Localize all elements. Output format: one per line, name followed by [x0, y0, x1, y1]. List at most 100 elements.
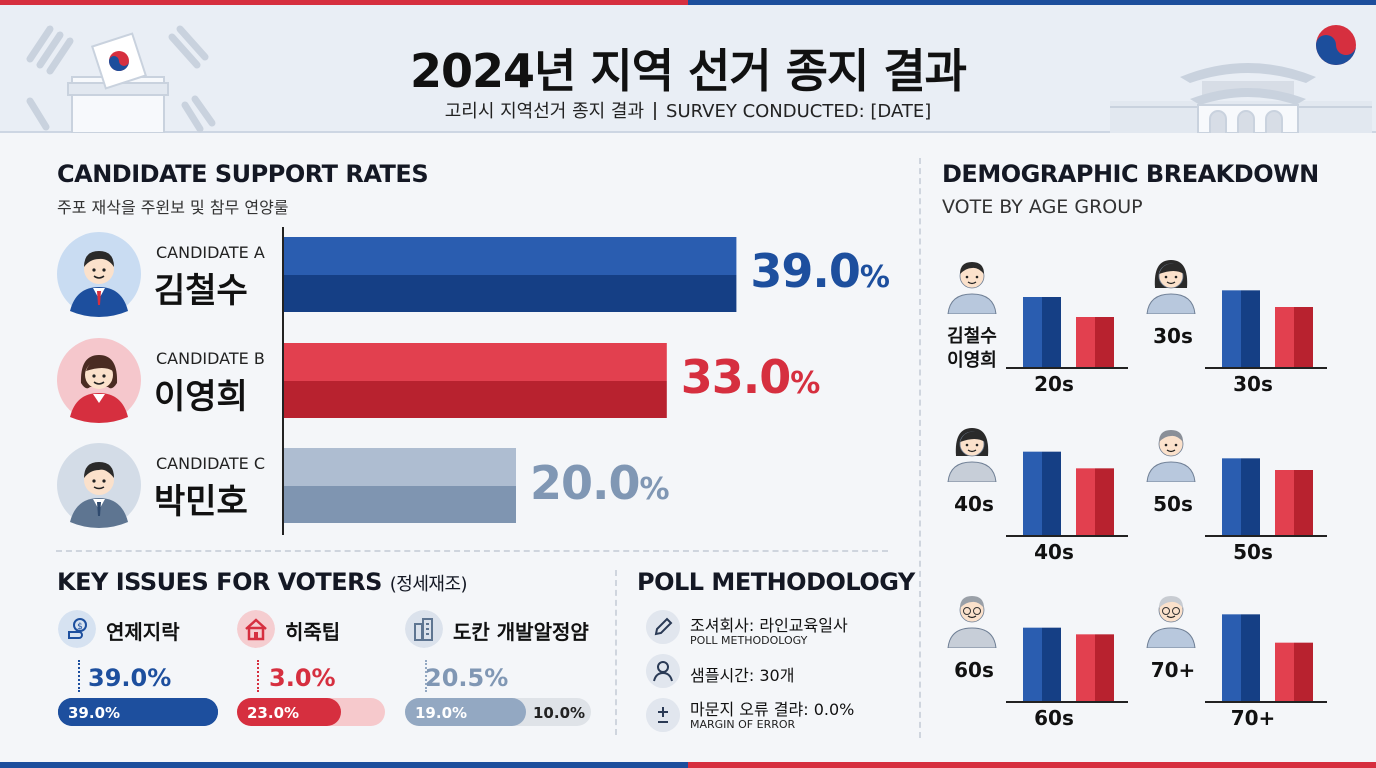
- support-bar-2-upper: [284, 448, 516, 486]
- ballot-box-illustration: [26, 25, 216, 133]
- candidate-c-label: CANDIDATE C: [156, 454, 266, 473]
- bar-40s-candidate-a: [1023, 451, 1061, 535]
- plus-minus-icon: [646, 698, 680, 732]
- subtitle-region: 고리시 지역선거 종지 결과: [444, 101, 645, 122]
- palace-illustration: [1110, 25, 1372, 133]
- support-bar-chart: [284, 237, 737, 523]
- bar-70+-candidate-b: [1275, 642, 1313, 701]
- candidate-a-avatar-icon: [57, 232, 141, 317]
- demographic-cell-20s: 김철수 이영희 20s: [944, 252, 1144, 396]
- section-divider-horizontal: [56, 550, 888, 552]
- demographic-baseline-40s: [1006, 535, 1128, 537]
- candidate-b-value-unit: %: [790, 366, 820, 401]
- voter-50s-label: 50s: [1153, 492, 1193, 516]
- candidate-b: CANDIDATE B 이영희: [56, 337, 286, 423]
- bar-30s-candidate-b: [1275, 307, 1313, 367]
- candidate-b-label: CANDIDATE B: [156, 349, 265, 368]
- demographic-cell-30s: 30s 30s: [1143, 252, 1343, 396]
- issue-housing-bar-label: 23.0%: [247, 704, 300, 722]
- voter-30s-label: 30s: [1153, 324, 1193, 348]
- legend-candidate-a: 김철수: [947, 326, 997, 347]
- issue-development-bar-label-right: 10.0%: [533, 704, 586, 722]
- voter-20s-icon: [947, 262, 997, 314]
- demographic-bars-20s: [1023, 297, 1114, 367]
- top-stripe: [0, 0, 1376, 5]
- methodology-company-sub: POLL METHODOLOGY: [690, 634, 808, 647]
- bar-50s-candidate-a: [1222, 458, 1260, 535]
- support-bar-1-lower: [284, 381, 667, 418]
- candidate-c-value: 20.0%: [530, 456, 670, 510]
- demographic-cell-60s: 60s 60s: [944, 586, 1144, 730]
- candidate-b-value-number: 33.0: [680, 350, 791, 404]
- issues-section-title: KEY ISSUES FOR VOTERS (정세재조): [57, 568, 468, 596]
- demographic-age-label-50s: 50s: [1233, 540, 1273, 564]
- demographic-bars-70+: [1222, 614, 1313, 701]
- candidate-c-value-number: 20.0: [530, 456, 640, 510]
- candidate-b-avatar-icon: [57, 338, 141, 423]
- house-icon: [237, 610, 275, 648]
- page-subtitle: 고리시 지역선거 종지 결과 SURVEY CONDUCTED: [DATE]: [0, 97, 1376, 123]
- person-icon: [646, 654, 680, 688]
- voter-30s-icon: [1146, 260, 1196, 314]
- demographic-baseline-50s: [1205, 535, 1327, 537]
- demographic-cell-70+: 70+ 70+: [1143, 586, 1343, 730]
- demographic-cell-40s: 40s 40s: [944, 420, 1144, 564]
- money-icon: $: [58, 610, 96, 648]
- issue-housing-tick: [257, 660, 259, 692]
- demographic-baseline-20s: [1006, 367, 1128, 369]
- page-title: 2024년 지역 선거 종지 결과: [410, 44, 967, 98]
- bottom-stripe: [0, 762, 1376, 768]
- candidate-a-value-unit: %: [859, 260, 890, 295]
- bar-50s-candidate-b: [1275, 470, 1313, 535]
- demographic-section-subtitle: VOTE BY AGE GROUP: [942, 196, 1143, 218]
- building-icon: [405, 610, 443, 648]
- issue-development-name: 도칸 개발알정얌: [453, 620, 589, 644]
- subtitle-date: SURVEY CONDUCTED: [DATE]: [666, 101, 932, 122]
- legend-candidate-b: 이영희: [947, 350, 997, 371]
- issue-economy-value: 39.0%: [88, 664, 172, 692]
- issue-development-tick: [425, 660, 427, 692]
- voter-60s-icon: [947, 596, 997, 648]
- issues-title-text: KEY ISSUES FOR VOTERS: [57, 568, 382, 596]
- methodology-margin: 마문지 오류 결랴: 0.0%: [690, 700, 855, 719]
- header-banner: 2024년 지역 선거 종지 결과 고리시 지역선거 종지 결과 SURVEY C…: [0, 5, 1376, 133]
- voter-70+-label: 70+: [1150, 658, 1196, 682]
- svg-text:$: $: [77, 622, 83, 632]
- support-section-subtitle: 주포 재삭을 주윈보 및 참무 연양룰: [57, 198, 289, 217]
- voter-40s-label: 40s: [954, 492, 994, 516]
- candidate-c-value-unit: %: [639, 472, 670, 507]
- bar-20s-candidate-a: [1023, 297, 1061, 367]
- issue-housing-bar: [237, 698, 341, 726]
- candidate-a-label: CANDIDATE A: [156, 243, 265, 262]
- candidate-b-name: 이영희: [154, 377, 248, 417]
- candidate-a-name: 김철수: [154, 271, 248, 311]
- demographic-baseline-70+: [1205, 701, 1327, 703]
- candidate-c-avatar-icon: [57, 443, 141, 528]
- support-axis-line: [282, 227, 284, 535]
- bar-30s-candidate-a: [1222, 290, 1260, 367]
- demographic-bars-40s: [1023, 451, 1114, 535]
- issue-development-bar: [405, 698, 526, 726]
- issue-economy-bar: [58, 698, 218, 726]
- candidate-c: CANDIDATE C 박민호: [56, 442, 286, 528]
- support-bar-2-lower: [284, 486, 516, 523]
- pencil-icon: [646, 610, 680, 644]
- demographic-cell-50s: 50s 50s: [1143, 420, 1343, 564]
- support-bar-0-upper: [284, 237, 737, 275]
- voter-50s-icon: [1146, 430, 1196, 482]
- support-bar-0-lower: [284, 275, 737, 312]
- voter-40s-icon: [947, 428, 997, 482]
- issue-housing-value: 3.0%: [269, 664, 336, 692]
- bar-60s-candidate-b: [1076, 634, 1114, 701]
- bar-20s-candidate-b: [1076, 317, 1114, 367]
- section-divider-small: [615, 570, 617, 735]
- demographic-baseline-30s: [1205, 367, 1327, 369]
- support-bar-1-upper: [284, 343, 667, 381]
- issue-economy-bar-label: 39.0%: [68, 704, 121, 722]
- methodology-section-title: POLL METHODOLOGY: [637, 568, 915, 596]
- bar-60s-candidate-a: [1023, 627, 1061, 701]
- issue-development-value: 20.5%: [425, 664, 509, 692]
- issue-economy-tick: [78, 660, 80, 692]
- issue-housing-name: 히죽팁: [285, 620, 341, 644]
- demographic-age-label-70+: 70+: [1230, 706, 1276, 730]
